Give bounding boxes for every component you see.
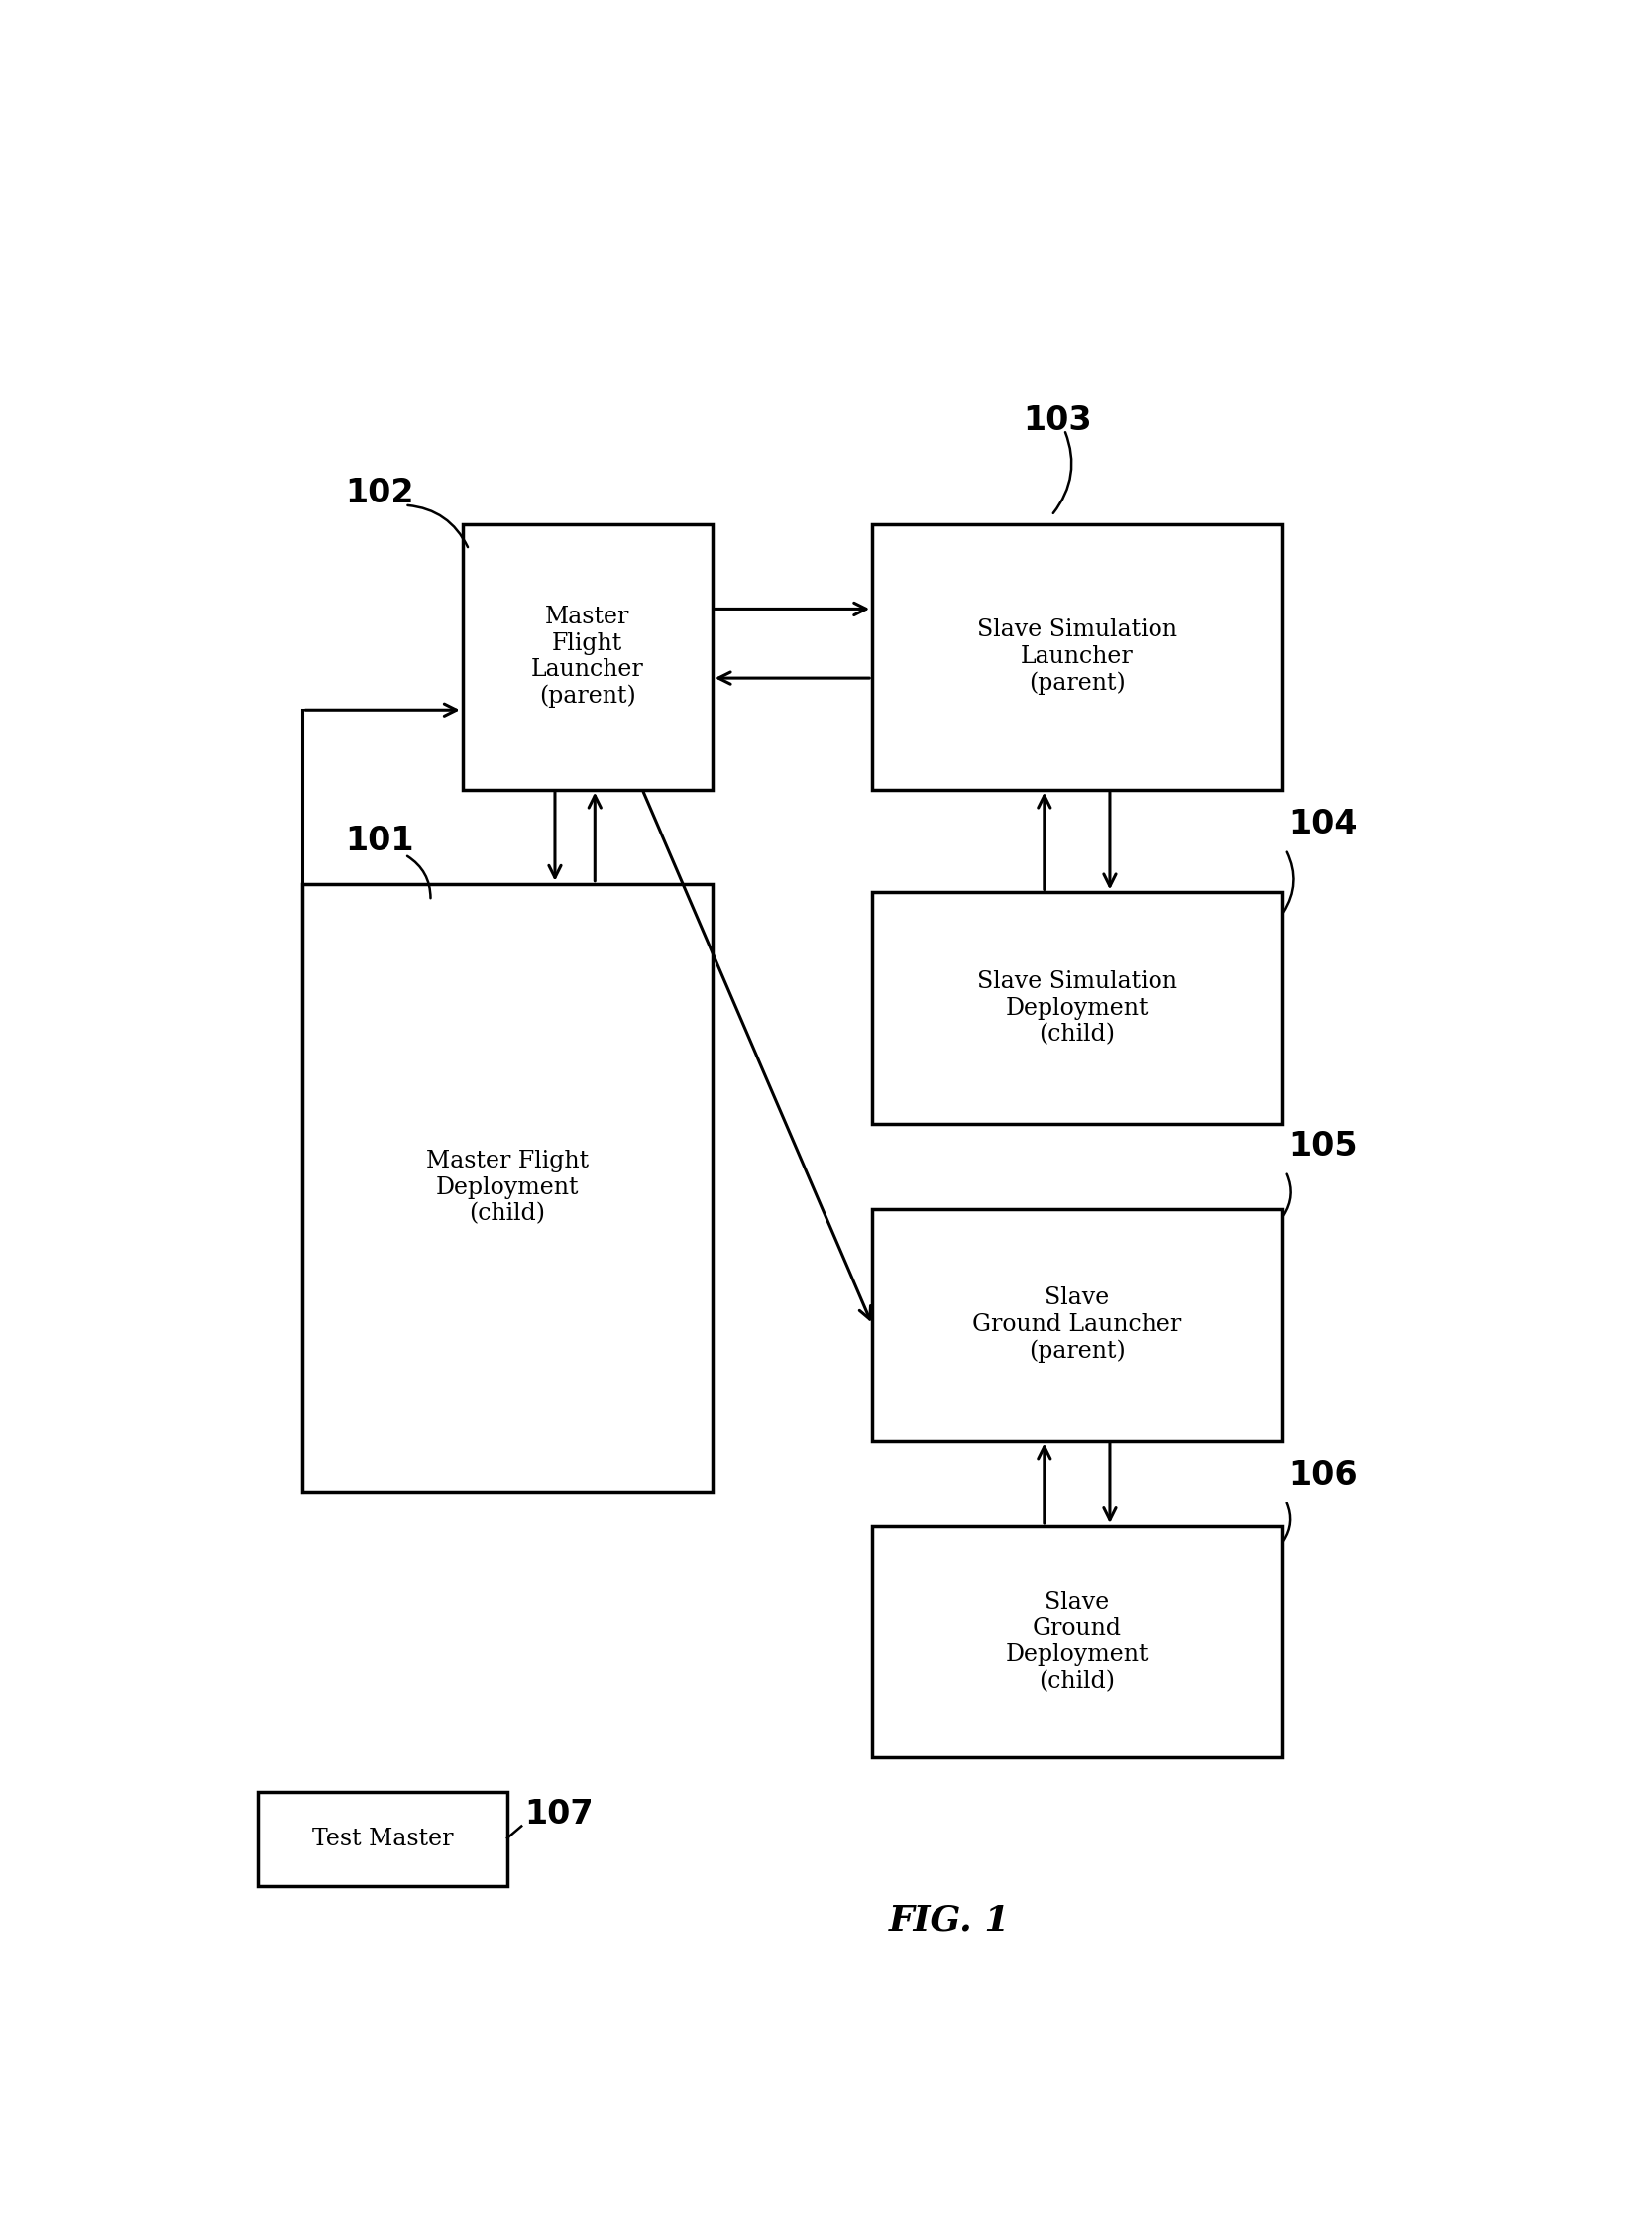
- FancyBboxPatch shape: [258, 1791, 507, 1887]
- Text: Slave
Ground Launcher
(parent): Slave Ground Launcher (parent): [973, 1286, 1181, 1364]
- FancyBboxPatch shape: [872, 1210, 1282, 1440]
- Text: 102: 102: [345, 476, 413, 510]
- Text: Slave Simulation
Launcher
(parent): Slave Simulation Launcher (parent): [976, 619, 1178, 694]
- Text: Slave
Ground
Deployment
(child): Slave Ground Deployment (child): [1006, 1591, 1148, 1693]
- Text: Test Master: Test Master: [312, 1827, 453, 1851]
- Text: 105: 105: [1289, 1130, 1358, 1161]
- Text: FIG. 1: FIG. 1: [889, 1905, 1009, 1938]
- Text: 103: 103: [1023, 405, 1092, 438]
- FancyBboxPatch shape: [463, 525, 712, 790]
- Text: Slave Simulation
Deployment
(child): Slave Simulation Deployment (child): [976, 970, 1178, 1046]
- FancyBboxPatch shape: [872, 1526, 1282, 1758]
- Text: Master
Flight
Launcher
(parent): Master Flight Launcher (parent): [530, 605, 644, 708]
- Text: Master Flight
Deployment
(child): Master Flight Deployment (child): [426, 1150, 588, 1226]
- Text: 106: 106: [1289, 1460, 1358, 1491]
- Text: 104: 104: [1289, 808, 1358, 841]
- FancyBboxPatch shape: [872, 892, 1282, 1124]
- FancyBboxPatch shape: [872, 525, 1282, 790]
- FancyBboxPatch shape: [302, 883, 712, 1493]
- Text: 107: 107: [524, 1798, 593, 1831]
- Text: 101: 101: [345, 825, 413, 857]
